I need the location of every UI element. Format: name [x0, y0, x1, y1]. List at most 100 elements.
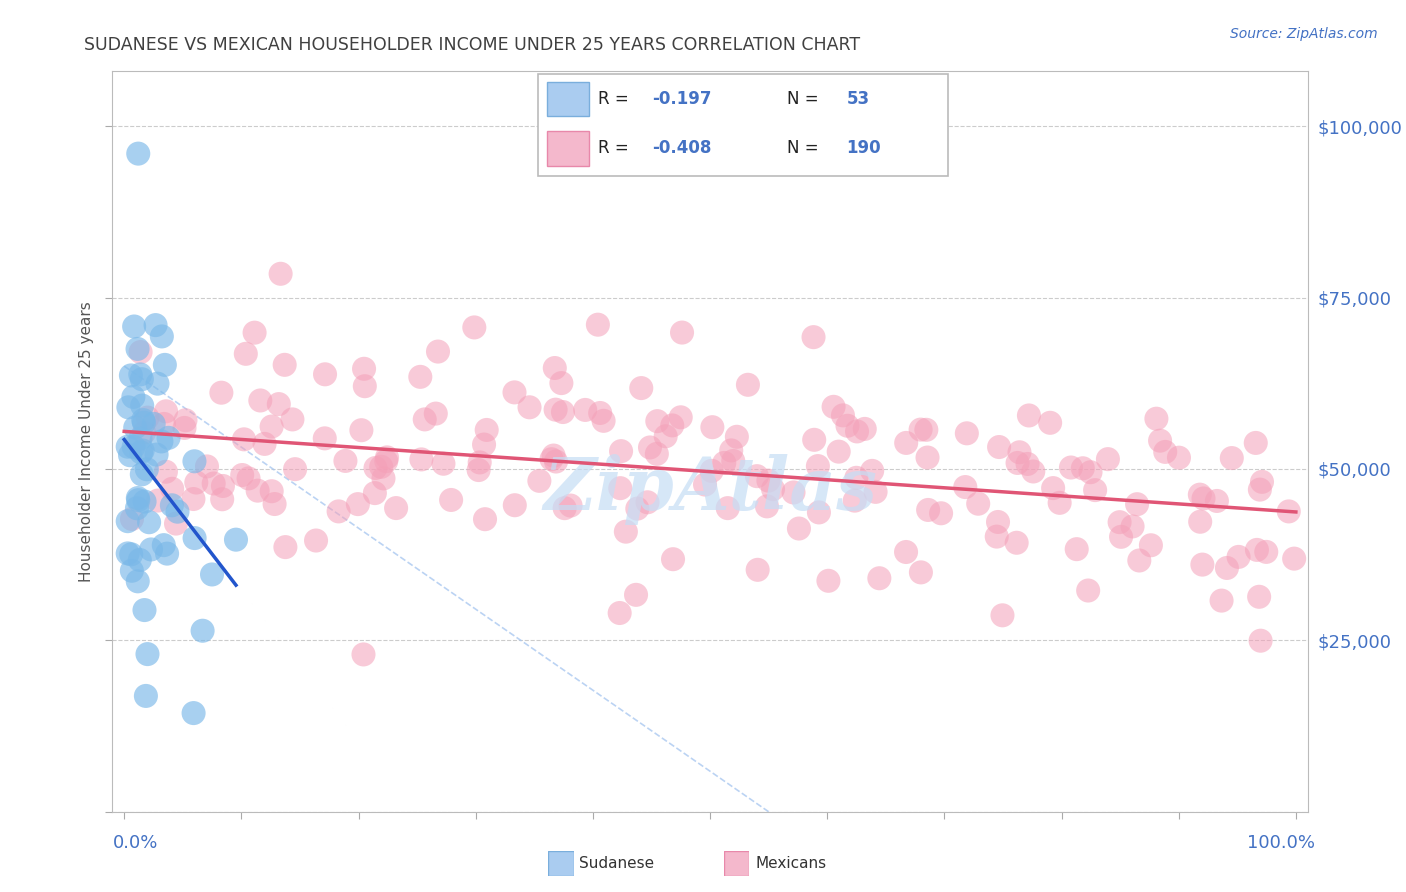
Point — [803, 433, 825, 447]
Point — [554, 501, 576, 516]
Point — [128, 553, 150, 567]
Point — [314, 368, 336, 382]
Point — [669, 410, 692, 425]
Point — [1128, 553, 1150, 567]
Point — [364, 461, 387, 475]
Point — [183, 454, 205, 468]
Point — [127, 146, 149, 161]
Bar — [547, 82, 589, 116]
Point — [915, 423, 938, 437]
Point — [235, 347, 257, 361]
Point — [1060, 460, 1083, 475]
Point — [717, 501, 740, 516]
Point — [195, 459, 218, 474]
Point — [411, 452, 433, 467]
Point — [832, 409, 855, 423]
Point — [131, 443, 153, 458]
Point — [956, 426, 979, 441]
Point — [645, 447, 668, 461]
Point — [233, 433, 256, 447]
Point — [955, 480, 977, 494]
Point — [117, 546, 139, 560]
Point — [468, 455, 491, 469]
Point — [132, 416, 155, 430]
Point — [1108, 515, 1130, 529]
Point — [967, 497, 990, 511]
Point — [173, 421, 195, 435]
Point — [183, 491, 205, 506]
Point — [260, 419, 283, 434]
Point — [335, 454, 357, 468]
Point — [120, 368, 142, 383]
Point — [1192, 491, 1215, 506]
Point — [654, 429, 676, 443]
Point — [134, 494, 156, 508]
Point — [1109, 530, 1132, 544]
Point — [1249, 483, 1271, 497]
Point — [630, 381, 652, 395]
Point — [782, 485, 804, 500]
Point — [274, 540, 297, 554]
Point — [1220, 451, 1243, 466]
Point — [281, 412, 304, 426]
Point — [375, 454, 398, 468]
Point — [1049, 496, 1071, 510]
Point — [135, 689, 157, 703]
Point — [314, 431, 336, 445]
Point — [671, 326, 693, 340]
Point — [253, 437, 276, 451]
Point — [284, 462, 307, 476]
Point — [747, 563, 769, 577]
Point — [350, 423, 373, 437]
Point — [745, 469, 768, 483]
Point — [720, 443, 742, 458]
Point — [138, 515, 160, 529]
Point — [624, 588, 647, 602]
Point — [614, 524, 637, 539]
Point — [543, 449, 565, 463]
Point — [544, 454, 567, 468]
Point — [246, 483, 269, 498]
Point — [231, 468, 253, 483]
Point — [117, 440, 139, 454]
Point — [574, 403, 596, 417]
Point — [803, 330, 825, 344]
Point — [209, 385, 232, 400]
Point — [1244, 436, 1267, 450]
Point — [131, 467, 153, 482]
Point — [238, 471, 260, 485]
Point — [135, 462, 157, 476]
Point — [1144, 411, 1167, 425]
Point — [353, 361, 375, 376]
Text: Sudanese: Sudanese — [579, 856, 654, 871]
Text: -0.408: -0.408 — [652, 139, 711, 157]
Point — [260, 484, 283, 499]
Point — [662, 552, 685, 566]
Point — [991, 608, 1014, 623]
Point — [1206, 494, 1229, 508]
Point — [610, 444, 633, 458]
Point — [463, 320, 485, 334]
Text: 190: 190 — [846, 139, 882, 157]
Point — [127, 342, 149, 356]
Point — [1007, 456, 1029, 470]
Point — [134, 603, 156, 617]
Point — [153, 417, 176, 431]
Point — [153, 358, 176, 372]
Bar — [547, 131, 589, 166]
Point — [1039, 416, 1062, 430]
Point — [121, 512, 143, 526]
Point — [127, 574, 149, 589]
Point — [868, 571, 890, 585]
Point — [1042, 481, 1064, 495]
Point — [413, 412, 436, 426]
Point — [787, 522, 810, 536]
Point — [807, 505, 830, 519]
Point — [212, 479, 235, 493]
Point — [427, 344, 450, 359]
Point — [910, 566, 932, 580]
Point — [156, 547, 179, 561]
Point — [589, 406, 612, 420]
Point — [723, 454, 745, 468]
Point — [693, 477, 716, 491]
